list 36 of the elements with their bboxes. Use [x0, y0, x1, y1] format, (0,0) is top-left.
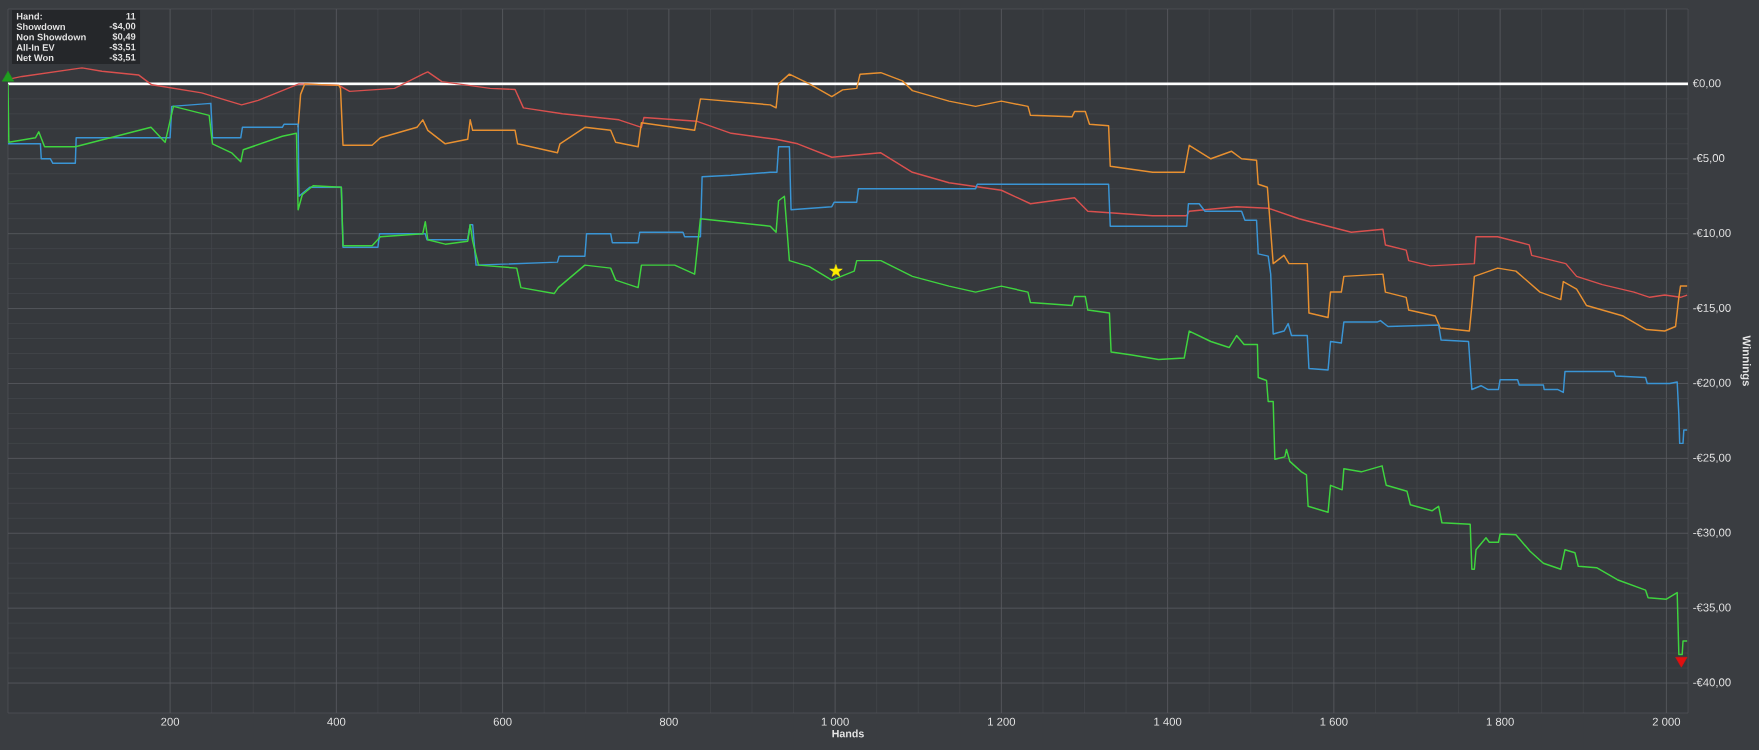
x-axis-title: Hands: [832, 729, 864, 738]
annotation: Showdown: [16, 23, 65, 31]
annotation: Non Showdown: [16, 33, 86, 41]
y-tick-label: -€10,00: [1693, 229, 1731, 239]
point: [829, 264, 843, 277]
y-tick-label: -€40,00: [1693, 678, 1731, 688]
x-tick-label: 1 000: [821, 717, 849, 726]
annotation: 11: [126, 12, 136, 20]
x-tick-label: 600: [493, 717, 512, 726]
x-tick-label: 1 800: [1486, 717, 1514, 726]
y-tick-label: -€15,00: [1693, 303, 1731, 314]
x-tick-label: 1 600: [1320, 717, 1348, 726]
y-tick-label: €0,00: [1692, 79, 1721, 89]
x-tick-label: 2 000: [1652, 717, 1681, 726]
y-tick-label: -€5,00: [1693, 154, 1725, 164]
x-tick-label: 1 400: [1154, 717, 1182, 726]
point: [1675, 656, 1688, 668]
point: [1, 70, 15, 82]
annotation: Hand:: [16, 12, 42, 20]
y-tick-label: -€35,00: [1693, 603, 1731, 613]
y-axis-title: Winnings: [1740, 335, 1751, 386]
x-tick-label: 800: [659, 717, 678, 726]
annotation: -$3,51: [109, 43, 136, 52]
line-series: [8, 102, 1688, 445]
line-series: [297, 71, 1688, 332]
y-tick-label: -€25,00: [1693, 453, 1731, 464]
x-tick-label: 400: [327, 717, 346, 726]
annotation: -$4,00: [109, 22, 136, 31]
annotation: Net Won: [16, 54, 54, 62]
annotation: -$3,51: [109, 53, 136, 62]
annotation: $0,49: [112, 32, 136, 42]
x-tick-label: 1 200: [988, 717, 1016, 726]
y-tick-label: -€30,00: [1693, 528, 1731, 538]
x-tick-label: 200: [161, 717, 180, 726]
annotation: All-In EV: [16, 44, 55, 51]
y-tick-label: -€20,00: [1693, 378, 1731, 389]
